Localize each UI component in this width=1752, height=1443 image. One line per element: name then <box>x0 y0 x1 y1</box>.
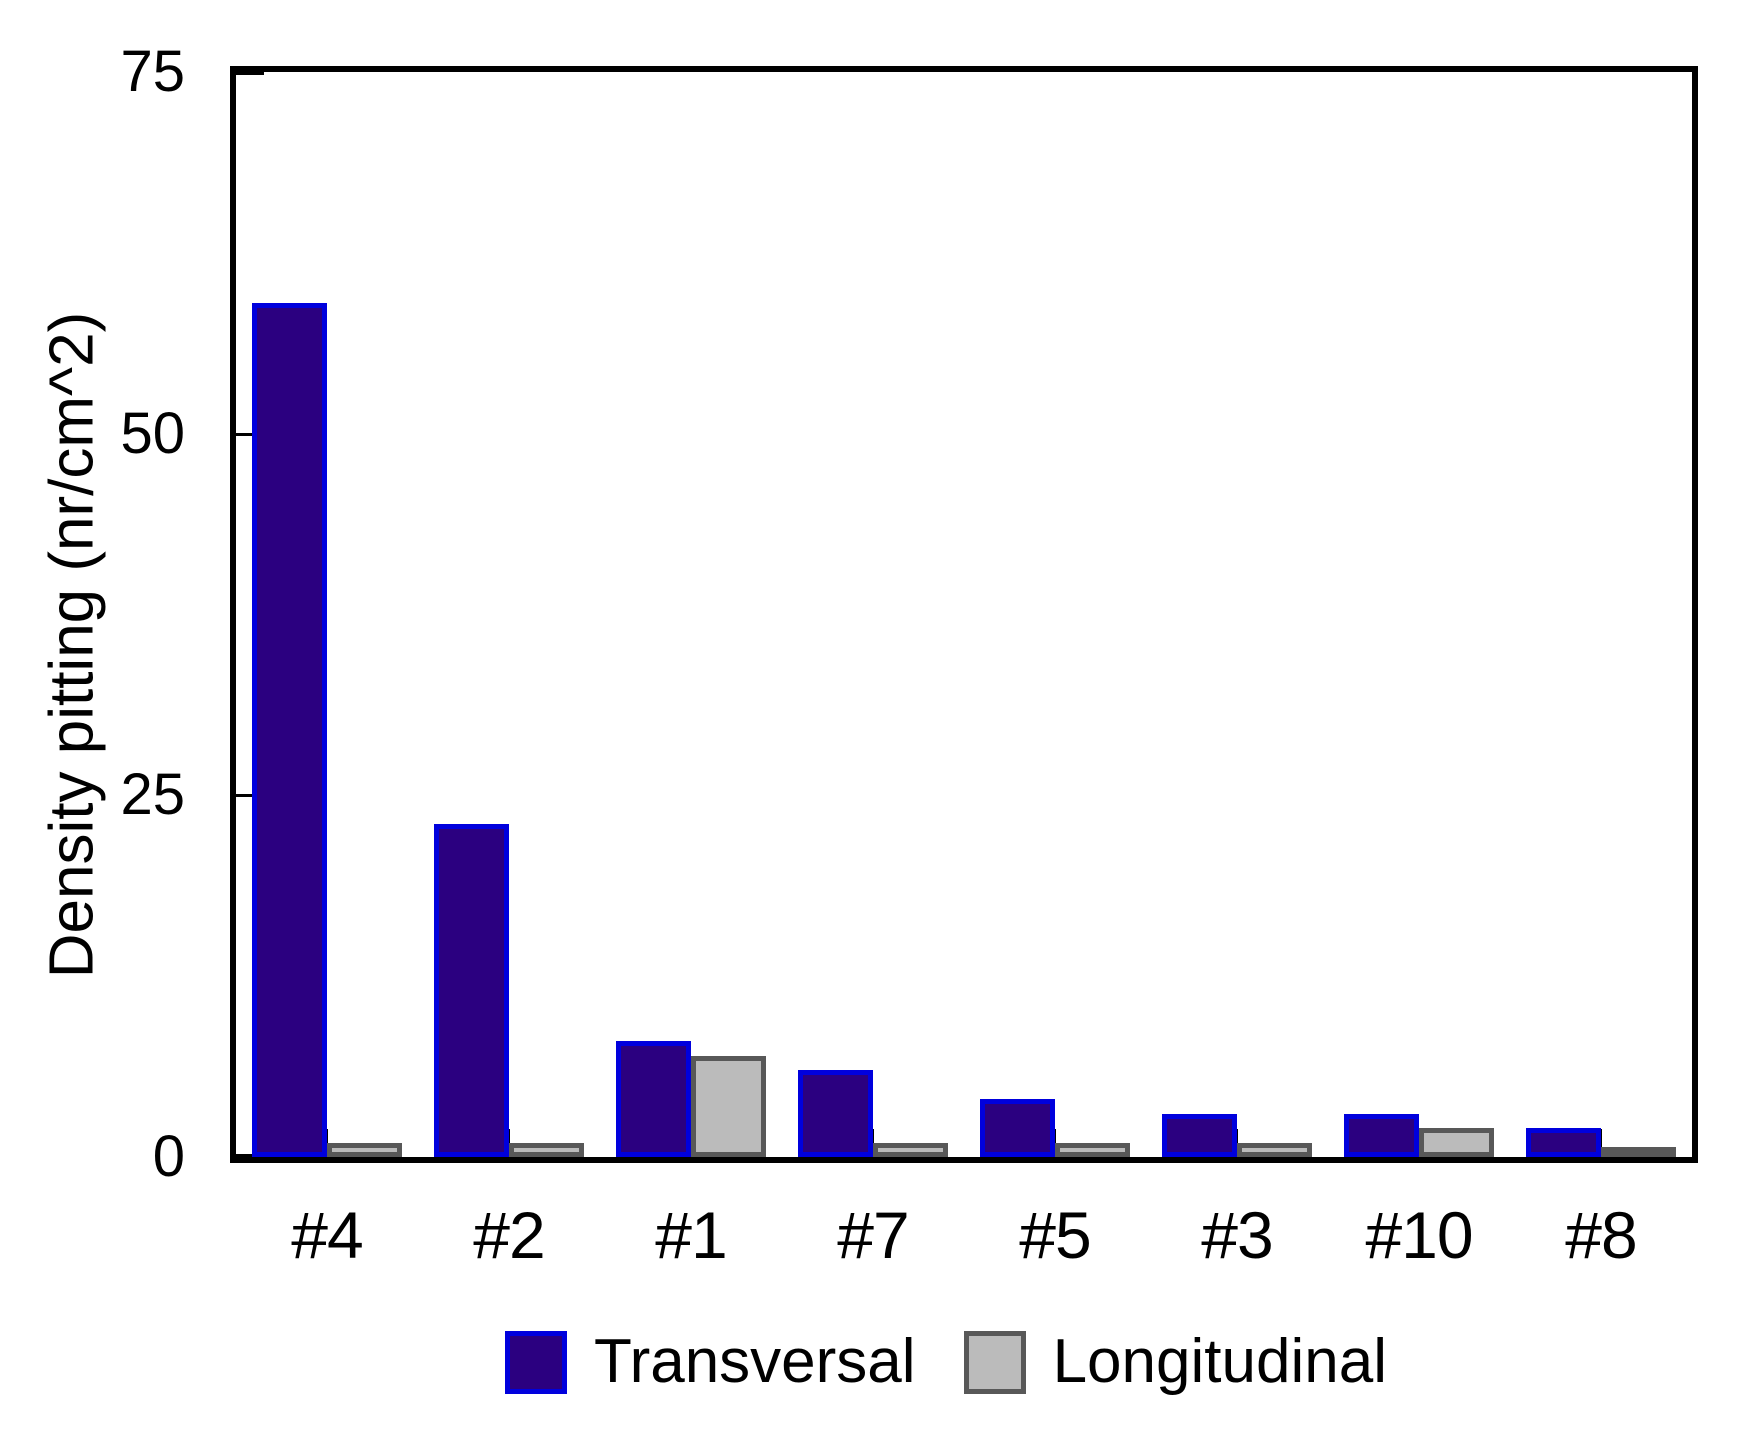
bar-longitudinal-8 <box>1601 1147 1676 1157</box>
plot-area <box>230 66 1698 1163</box>
y-tick-mark <box>236 433 264 436</box>
legend-label-longitudinal: Longitudinal <box>1052 1327 1387 1396</box>
legend-swatch-transversal <box>505 1330 567 1394</box>
y-tick-label: 0 <box>152 1124 185 1189</box>
bar-transversal-10 <box>1344 1114 1419 1157</box>
bar-longitudinal-3 <box>1237 1143 1312 1157</box>
y-tick-mark <box>236 1154 264 1157</box>
bar-longitudinal-5 <box>1055 1143 1130 1157</box>
x-category-label: #5 <box>1019 1198 1091 1272</box>
bar-longitudinal-1 <box>691 1056 766 1157</box>
x-category-label: #3 <box>1201 1198 1273 1272</box>
legend-item-transversal: Transversal <box>505 1330 916 1394</box>
bar-transversal-4 <box>252 303 327 1157</box>
bar-transversal-7 <box>798 1070 873 1157</box>
y-tick-label: 75 <box>120 39 185 104</box>
x-category-label: #4 <box>291 1198 363 1272</box>
bar-transversal-1 <box>616 1041 691 1157</box>
bar-transversal-8 <box>1526 1128 1601 1157</box>
legend-label-transversal: Transversal <box>594 1327 916 1396</box>
y-tick-mark <box>236 72 264 75</box>
y-tick-label: 50 <box>120 401 185 466</box>
x-category-label: #10 <box>1365 1198 1473 1272</box>
bar-transversal-3 <box>1162 1114 1237 1157</box>
x-category-label: #2 <box>473 1198 545 1272</box>
x-category-label: #1 <box>655 1198 727 1272</box>
bar-longitudinal-2 <box>509 1143 584 1157</box>
y-tick-mark <box>236 794 264 797</box>
bar-longitudinal-4 <box>327 1143 402 1157</box>
legend-item-longitudinal: Longitudinal <box>963 1327 1387 1396</box>
bar-longitudinal-7 <box>873 1143 948 1157</box>
bar-transversal-2 <box>434 824 509 1157</box>
x-category-label: #8 <box>1565 1198 1637 1272</box>
y-tick-label: 25 <box>120 762 185 827</box>
bar-longitudinal-10 <box>1419 1128 1494 1157</box>
bar-transversal-5 <box>980 1099 1055 1157</box>
legend: Transversal Longitudinal <box>505 1330 1387 1394</box>
legend-swatch-longitudinal <box>963 1330 1026 1394</box>
x-category-label: #7 <box>837 1198 909 1272</box>
